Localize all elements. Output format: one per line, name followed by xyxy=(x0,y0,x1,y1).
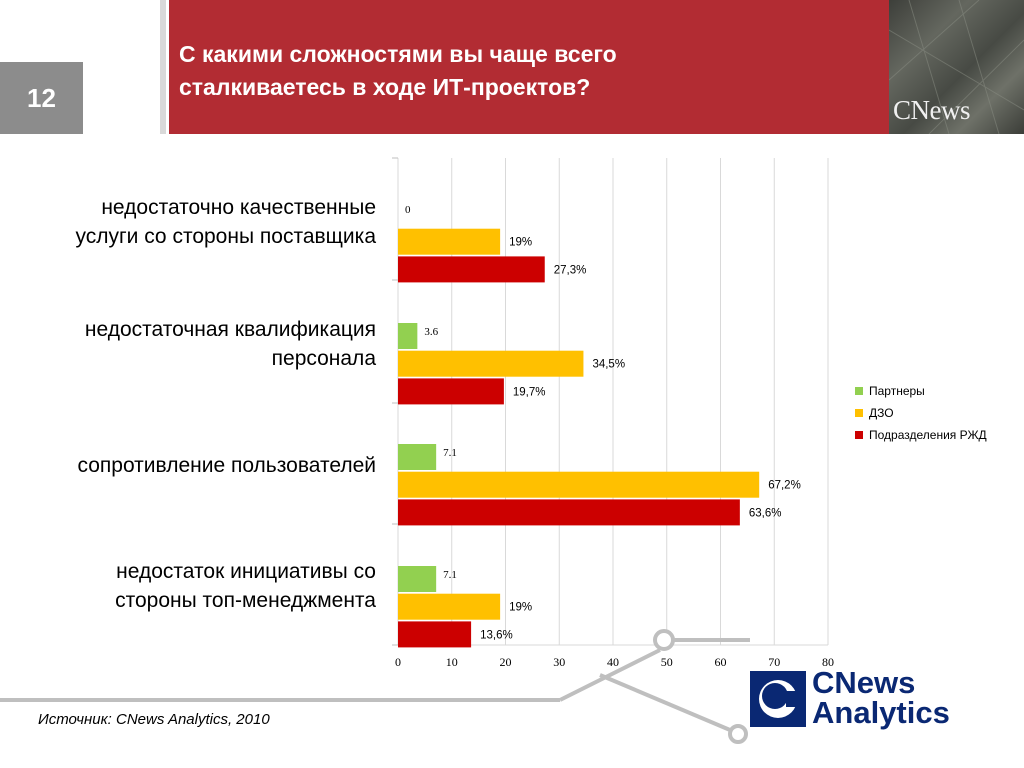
x-tick-label: 30 xyxy=(553,655,565,669)
bar-1-1 xyxy=(398,350,584,377)
category-label-1-line-2: услуги со стороны поставщика xyxy=(75,225,376,248)
title-band xyxy=(169,0,889,134)
bar-0-3 xyxy=(398,566,437,592)
leaf-texture-image xyxy=(889,0,1024,134)
category-label-2-line-2: персонала xyxy=(271,347,376,370)
bar-0-1 xyxy=(398,323,418,349)
bar-0-2 xyxy=(398,444,437,470)
logo-c-cut xyxy=(786,691,806,707)
data-label-0-2: 7.1 xyxy=(443,447,457,459)
data-label-0-3: 7.1 xyxy=(443,569,457,581)
data-label-1-2: 67,2% xyxy=(768,480,801,492)
category-label-3-line-1: сопротивление пользователей xyxy=(77,454,376,477)
x-tick-label: 40 xyxy=(607,655,619,669)
x-tick-label: 50 xyxy=(661,655,673,669)
bar-2-1 xyxy=(398,378,504,405)
header-divider xyxy=(160,0,166,134)
data-label-0-1: 3.6 xyxy=(424,326,438,338)
legend-item-partners: Партнеры xyxy=(855,380,987,402)
slide-title: С какими сложностями вы чаще всего сталк… xyxy=(179,38,839,104)
logo-line-2: Analytics xyxy=(812,695,950,730)
category-label-3: сопротивление пользователей xyxy=(77,451,376,480)
category-label-1: недостаточно качественные услуги со стор… xyxy=(75,193,376,251)
bar-2-0 xyxy=(398,256,545,283)
bar-2-3 xyxy=(398,621,472,648)
x-tick-label: 70 xyxy=(768,655,780,669)
legend-label-dzo: ДЗО xyxy=(869,406,894,420)
data-label-1-1: 34,5% xyxy=(592,359,625,371)
data-label-0-0: 0 xyxy=(405,204,411,216)
decorative-circuit-lines xyxy=(0,629,750,744)
data-label-2-3: 13,6% xyxy=(480,629,513,641)
cnews-analytics-logo: CNews Analytics xyxy=(812,665,950,730)
cnews-brand-small: CNews xyxy=(893,95,971,125)
data-label-2-1: 19,7% xyxy=(513,386,546,398)
data-label-2-2: 63,6% xyxy=(749,507,782,519)
x-tick-label: 0 xyxy=(395,655,401,669)
leaf-veins xyxy=(889,0,1024,134)
bar-2-2 xyxy=(398,499,740,526)
data-label-1-0: 19% xyxy=(509,237,532,249)
legend-swatch-dzo xyxy=(855,409,863,417)
chart-legend: Партнеры ДЗО Подразделения РЖД xyxy=(855,380,987,446)
legend-item-rzd: Подразделения РЖД xyxy=(855,424,987,446)
category-label-1-line-1: недостаточно качественные xyxy=(101,196,376,219)
x-tick-label: 60 xyxy=(715,655,727,669)
legend-label-partners: Партнеры xyxy=(869,384,925,398)
category-label-2: недостаточная квалификация персонала xyxy=(85,315,376,373)
slide-title-line-1: С какими сложностями вы чаще всего xyxy=(179,41,617,67)
slide-title-line-2: сталкиваетесь в ходе ИТ-проектов? xyxy=(179,74,591,100)
x-tick-label: 20 xyxy=(500,655,512,669)
legend-swatch-partners xyxy=(855,387,863,395)
data-label-1-3: 19% xyxy=(509,602,532,614)
legend-swatch-rzd xyxy=(855,431,863,439)
cnews-logo-icon xyxy=(750,671,806,727)
legend-label-rzd: Подразделения РЖД xyxy=(869,428,987,442)
category-label-4-line-2: стороны топ-менеджмента xyxy=(115,589,376,612)
slide-number: 12 xyxy=(0,62,83,134)
category-label-4: недостаток инициативы со стороны топ-мен… xyxy=(115,557,376,615)
x-tick-label: 10 xyxy=(446,655,458,669)
category-label-2-line-1: недостаточная квалификация xyxy=(84,318,376,341)
logo-line-1: CNews xyxy=(812,665,916,700)
category-label-4-line-1: недостаток инициативы со xyxy=(116,560,376,583)
source-note: Источник: CNews Analytics, 2010 xyxy=(38,711,270,728)
bar-1-3 xyxy=(398,593,501,620)
x-tick-label: 80 xyxy=(822,655,834,669)
bar-1-0 xyxy=(398,228,501,255)
data-label-2-0: 27,3% xyxy=(554,264,587,276)
logo-c-inner xyxy=(762,683,788,709)
legend-item-dzo: ДЗО xyxy=(855,402,987,424)
bar-1-2 xyxy=(398,471,760,498)
